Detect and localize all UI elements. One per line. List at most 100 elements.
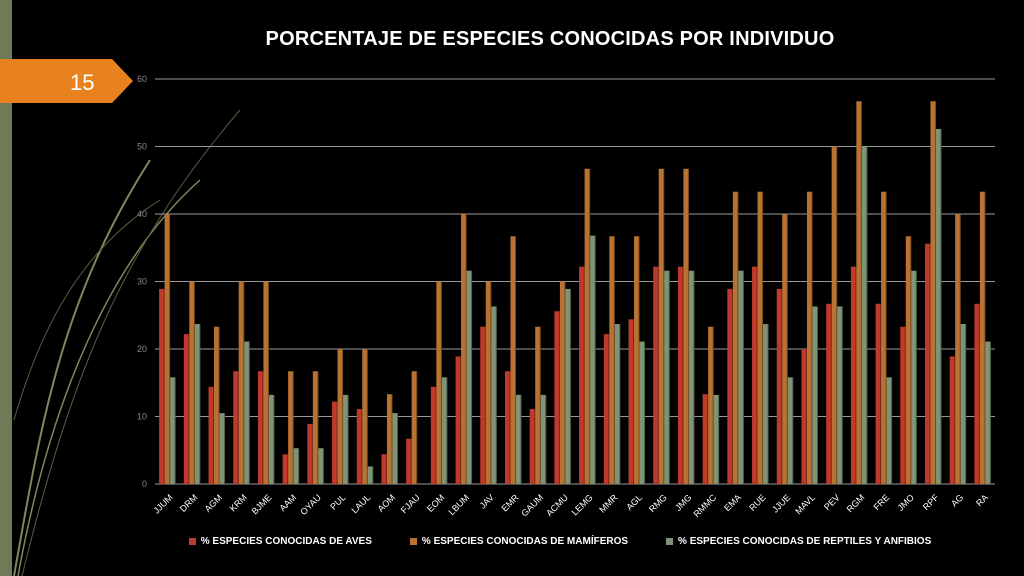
bar bbox=[540, 394, 547, 484]
bar-shade bbox=[490, 281, 492, 484]
bar bbox=[356, 409, 363, 484]
bar-shade bbox=[372, 466, 374, 484]
x-tick-label: RGM bbox=[845, 492, 867, 514]
bar bbox=[752, 266, 758, 484]
x-tick-label: ACMU bbox=[544, 492, 570, 518]
bar-shade bbox=[929, 243, 931, 484]
bar bbox=[337, 349, 344, 484]
bar-shade bbox=[742, 270, 744, 484]
bar bbox=[949, 356, 956, 484]
bar-shade bbox=[860, 101, 862, 485]
bar-shade bbox=[891, 377, 893, 484]
bar-shade bbox=[311, 423, 313, 484]
bar-shade bbox=[243, 281, 245, 484]
bar-shade bbox=[287, 454, 289, 484]
bar-shade bbox=[583, 266, 585, 484]
bar bbox=[628, 319, 635, 484]
x-tick-label: AOM bbox=[376, 492, 398, 514]
bar-shade bbox=[336, 401, 338, 484]
bars bbox=[159, 101, 991, 485]
bar bbox=[900, 326, 906, 484]
bar bbox=[584, 168, 591, 484]
bar bbox=[263, 281, 269, 484]
bar bbox=[159, 288, 165, 484]
bar-shade bbox=[841, 306, 843, 484]
bar-shade bbox=[965, 324, 967, 484]
bar bbox=[238, 281, 245, 484]
y-axis-ticks: 0 10 20 30 40 50 60 bbox=[137, 74, 147, 489]
bar bbox=[763, 324, 769, 484]
bar bbox=[466, 270, 473, 484]
x-tick-label: AGM bbox=[203, 492, 225, 514]
x-tick-label: DRM bbox=[178, 492, 200, 514]
bar-shade bbox=[668, 270, 670, 484]
bar-shade bbox=[440, 281, 442, 484]
bar-shade bbox=[608, 334, 610, 484]
bar-shade bbox=[545, 394, 547, 484]
bar-shade bbox=[564, 281, 566, 484]
bar-shade bbox=[435, 386, 437, 484]
bar-shade bbox=[520, 394, 522, 484]
x-tick-label: FRE bbox=[871, 492, 891, 512]
bar-shade bbox=[805, 349, 807, 484]
bar bbox=[757, 191, 764, 484]
bar-shade bbox=[731, 288, 733, 484]
x-tick-label: MAVL bbox=[793, 492, 817, 516]
bar-shade bbox=[484, 326, 486, 484]
bar-shade bbox=[855, 266, 857, 484]
bar-shade bbox=[663, 168, 665, 484]
bar bbox=[702, 394, 709, 484]
bar bbox=[677, 266, 684, 484]
bar bbox=[782, 214, 788, 484]
bar bbox=[837, 306, 843, 484]
x-tick-label: AAM bbox=[277, 492, 298, 513]
bar-shade bbox=[792, 377, 794, 484]
bar bbox=[812, 306, 818, 484]
bar-shade bbox=[361, 409, 363, 484]
bar bbox=[886, 377, 893, 484]
legend-item-reptiles: % ESPECIES CONOCIDAS DE REPTILES Y ANFIB… bbox=[666, 536, 931, 547]
bar bbox=[183, 334, 190, 484]
bar bbox=[381, 454, 387, 484]
bar-shade bbox=[213, 386, 215, 484]
bar bbox=[504, 371, 511, 484]
bar-shade bbox=[712, 326, 714, 484]
legend-label-aves: % ESPECIES CONOCIDAS DE AVES bbox=[200, 536, 372, 547]
bar-shade bbox=[756, 266, 758, 484]
bar bbox=[293, 448, 300, 484]
bar bbox=[738, 270, 744, 484]
bar bbox=[411, 371, 418, 484]
bar bbox=[856, 101, 862, 485]
x-tick-label: MMR bbox=[597, 492, 620, 515]
bar bbox=[367, 466, 374, 484]
x-tick-label: EMR bbox=[499, 492, 521, 514]
bar bbox=[189, 281, 195, 484]
bar bbox=[386, 394, 393, 484]
legend-item-mamiferos: % ESPECIES CONOCIDAS DE MAMÍFEROS bbox=[409, 536, 628, 547]
x-tick-label: PEV bbox=[822, 492, 842, 512]
bar-shade bbox=[718, 394, 720, 484]
bar bbox=[974, 303, 980, 484]
x-tick-label: AGL bbox=[624, 492, 644, 512]
bar bbox=[343, 394, 349, 484]
bar-shade bbox=[687, 168, 689, 484]
bar-shade bbox=[786, 214, 788, 484]
bar-shade bbox=[619, 324, 621, 484]
bar bbox=[826, 303, 832, 484]
bar bbox=[688, 270, 695, 484]
legend-swatch-reptiles bbox=[666, 538, 674, 545]
bar bbox=[515, 394, 522, 484]
x-tick-label: RMG bbox=[647, 492, 669, 514]
bar bbox=[480, 326, 486, 484]
bar bbox=[170, 377, 176, 484]
bar-shade bbox=[811, 191, 813, 484]
bar-shade bbox=[163, 288, 165, 484]
left-edge-bar bbox=[0, 0, 12, 576]
bar bbox=[219, 413, 226, 484]
bar-shade bbox=[978, 303, 980, 484]
bar-shade bbox=[416, 371, 418, 484]
bar bbox=[535, 326, 541, 484]
slide-number: 15 bbox=[70, 70, 95, 95]
bar bbox=[787, 377, 794, 484]
